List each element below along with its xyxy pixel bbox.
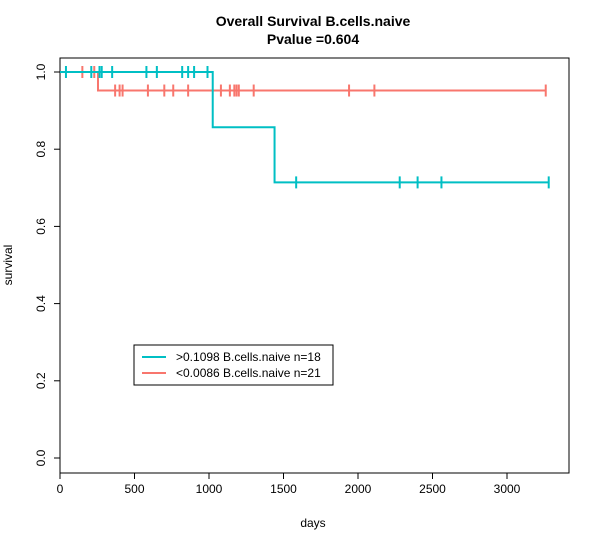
legend-label-high: >0.1098 B.cells.naive n=18 bbox=[176, 350, 321, 364]
y-tick-label: 0.8 bbox=[34, 141, 48, 158]
x-tick-label: 1500 bbox=[270, 482, 297, 496]
x-tick-label: 0 bbox=[57, 482, 64, 496]
x-tick-label: 2500 bbox=[419, 482, 446, 496]
x-tick-label: 500 bbox=[124, 482, 144, 496]
survival-curve-low bbox=[60, 71, 546, 92]
y-axis-label: survival bbox=[1, 245, 15, 286]
plot-frame bbox=[59, 57, 570, 474]
x-tick-label: 1000 bbox=[196, 482, 223, 496]
legend: >0.1098 B.cells.naive n=18 <0.0086 B.cel… bbox=[133, 344, 334, 386]
y-tick-label: 0.2 bbox=[34, 372, 48, 389]
survival-curve-high bbox=[60, 71, 549, 184]
legend-label-low: <0.0086 B.cells.naive n=21 bbox=[176, 366, 321, 380]
y-tick-label: 0.4 bbox=[34, 295, 48, 312]
x-tick-label: 3000 bbox=[494, 482, 521, 496]
series-layer bbox=[60, 66, 550, 189]
series-low bbox=[60, 66, 547, 97]
x-axis-label: days bbox=[300, 516, 325, 530]
series-high bbox=[60, 66, 550, 189]
x-tick-label: 2000 bbox=[345, 482, 372, 496]
y-axis: 0.0 0.2 0.4 0.6 0.8 1.0 bbox=[34, 63, 61, 466]
y-tick-label: 1.0 bbox=[34, 63, 48, 80]
x-axis: 0 500 1000 1500 2000 2500 3000 bbox=[57, 472, 521, 496]
y-tick-label: 0.6 bbox=[34, 218, 48, 235]
chart-title: Overall Survival B.cells.naive bbox=[216, 13, 411, 29]
y-tick-label: 0.0 bbox=[34, 449, 48, 466]
chart-subtitle: Pvalue =0.604 bbox=[267, 31, 359, 47]
legend-box bbox=[133, 344, 334, 386]
